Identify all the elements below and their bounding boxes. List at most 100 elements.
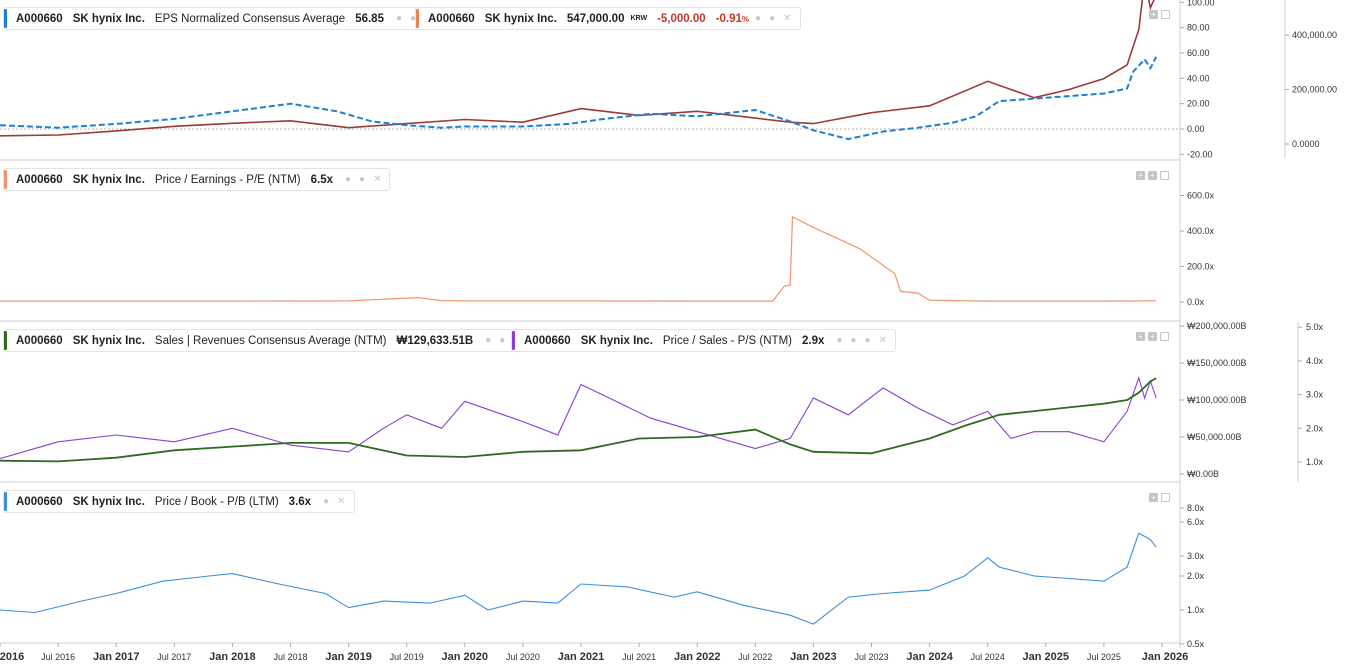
pb-series-line (0, 532, 1157, 625)
ps-legend-company: SK hynix Inc. (580, 334, 653, 347)
thumb-icon[interactable]: ● (836, 335, 843, 346)
y-tick-label: 200,000.00 (1292, 85, 1337, 95)
x-tick-label: Jan 2024 (906, 651, 953, 663)
price-legend[interactable]: A000660 SK hynix Inc. 547,000.00 KRW -5,… (415, 7, 801, 30)
pb-legend-value: 3.6x (288, 495, 312, 508)
x-tick-label: Jan 2017 (93, 651, 139, 663)
x-tick-label: Jan 2019 (325, 651, 371, 663)
ps-legend-ticker: A000660 (524, 334, 571, 347)
y-tick-label: 20.00 (1187, 99, 1210, 109)
pe-legend[interactable]: A000660 SK hynix Inc. Price / Earnings -… (3, 168, 391, 191)
x-axis: 2016 Jul 2016 Jan 2017 Jul 2017 Jan 2018 Jul … (0, 643, 1188, 663)
expand-icon[interactable] (1160, 171, 1169, 180)
price-legend-percent: -0.91% (715, 12, 750, 25)
pb-legend[interactable]: A000660 SK hynix Inc. Price / Book - P/B… (3, 490, 355, 513)
sales-color-marker (4, 331, 7, 350)
y-tick-label: 400,000.00 (1292, 30, 1337, 40)
pe-legend-company: SK hynix Inc. (72, 173, 145, 186)
price-color-marker (416, 9, 419, 28)
sales-legend-ticker: A000660 (16, 334, 63, 347)
eps-legend-description: EPS Normalized Consensus Average (154, 12, 346, 25)
pe-legend-ticker: A000660 (16, 173, 63, 186)
x-tick-label: Jul 2024 (971, 652, 1005, 662)
x-tick-label: Jan 2022 (674, 651, 720, 663)
expand-icon[interactable] (1160, 332, 1169, 341)
close-icon[interactable]: ✕ (373, 174, 382, 185)
y-tick-label: 8.0x (1187, 503, 1205, 513)
thumb-icon[interactable]: ● (345, 174, 352, 185)
y-tick-label: 5.0x (1306, 322, 1324, 332)
sales-legend-description: Sales | Revenues Consensus Average (NTM) (154, 334, 387, 347)
ps-legend[interactable]: A000660 SK hynix Inc. Price / Sales - P/… (511, 329, 896, 352)
thumb-icon[interactable]: ● (410, 13, 417, 24)
y-tick-label: 40.00 (1187, 73, 1210, 83)
y-tick-label: 200.0x (1187, 262, 1215, 272)
y-tick-label: 0.0x (1187, 297, 1205, 307)
y-tick-label: 6.0x (1187, 517, 1205, 527)
add-icon[interactable]: + (1136, 332, 1145, 341)
pb-panel: 8.0x 6.0x 3.0x 2.0x 1.0x 0.5x (0, 503, 1205, 649)
x-tick-label: Jul 2019 (390, 652, 424, 662)
add-icon[interactable]: + (1148, 332, 1157, 341)
x-tick-label: Jul 2025 (1087, 652, 1121, 662)
pe-color-marker (4, 170, 7, 189)
panel-separators (0, 0, 1299, 648)
ps-series-line (0, 375, 1157, 460)
add-icon[interactable]: + (1148, 171, 1157, 180)
thumb-icon[interactable]: ● (395, 13, 403, 24)
x-tick-label: Jul 2021 (622, 652, 656, 662)
eps-legend[interactable]: A000660 SK hynix Inc. EPS Normalized Con… (3, 7, 442, 30)
eps-legend-ticker: A000660 (16, 12, 63, 25)
y-tick-label: 2.0x (1306, 423, 1324, 433)
close-icon[interactable]: ✕ (878, 335, 887, 346)
eps-color-marker (4, 9, 7, 28)
eps-panel-controls: + (1149, 10, 1170, 19)
y-tick-label: 0.5x (1187, 639, 1205, 649)
pe-panel-controls: + + (1136, 171, 1169, 180)
y-tick-label: ₩200,000.00B (1187, 321, 1247, 331)
y-tick-label: -20.00 (1187, 149, 1213, 159)
x-tick-label: Jul 2023 (854, 652, 888, 662)
close-icon[interactable]: ✕ (337, 496, 346, 507)
expand-icon[interactable] (1161, 10, 1170, 19)
pb-legend-company: SK hynix Inc. (72, 495, 145, 508)
sales-legend-company: SK hynix Inc. (72, 334, 145, 347)
close-icon[interactable]: ✕ (783, 13, 792, 24)
y-tick-label: 3.0x (1306, 390, 1324, 400)
sales-legend[interactable]: A000660 SK hynix Inc. Sales | Revenues C… (3, 329, 545, 352)
y-tick-label: ₩100,000.00B (1187, 395, 1247, 405)
y-tick-label: 100.00 (1187, 0, 1215, 7)
x-tick-label: Jul 2017 (157, 652, 191, 662)
y-tick-label: ₩50,000.00B (1187, 432, 1242, 442)
pb-panel-controls: + (1149, 493, 1170, 502)
add-icon[interactable]: + (1149, 493, 1158, 502)
thumb-icon[interactable]: ● (755, 13, 762, 24)
y-tick-label: 60.00 (1187, 48, 1210, 58)
pb-legend-description: Price / Book - P/B (LTM) (154, 495, 279, 508)
thumb-icon[interactable]: ● (864, 335, 871, 346)
x-tick-label: Jul 2018 (273, 652, 307, 662)
thumb-icon[interactable]: ● (485, 335, 492, 346)
sales-panel: ₩200,000.00B ₩150,000.00B ₩100,000.00B ₩50,… (0, 321, 1324, 479)
thumb-icon[interactable]: ● (769, 13, 776, 24)
price-legend-currency: KRW (630, 15, 648, 22)
x-tick-label: Jul 2016 (41, 652, 75, 662)
thumb-icon[interactable]: ● (323, 496, 330, 507)
ps-color-marker (512, 331, 515, 350)
thumb-icon[interactable]: ● (850, 335, 857, 346)
thumb-icon[interactable]: ● (499, 335, 506, 346)
eps-panel: 100.0080.0060.0040.0020.000.00-20.001,00… (0, 0, 1337, 159)
thumb-icon[interactable]: ● (359, 174, 366, 185)
y-tick-label: 600.0x (1187, 191, 1215, 201)
eps-legend-value: 56.85 (355, 12, 384, 25)
x-tick-label: Jan 2020 (442, 651, 488, 663)
price-legend-ticker: A000660 (428, 12, 475, 25)
add-icon[interactable]: + (1136, 171, 1145, 180)
expand-icon[interactable] (1161, 493, 1170, 502)
eps-legend-company: SK hynix Inc. (72, 12, 145, 25)
pb-legend-ticker: A000660 (16, 495, 63, 508)
add-icon[interactable]: + (1149, 10, 1158, 19)
y-tick-label: ₩150,000.00B (1187, 358, 1247, 368)
x-tick-label: Jan 2018 (209, 651, 255, 663)
